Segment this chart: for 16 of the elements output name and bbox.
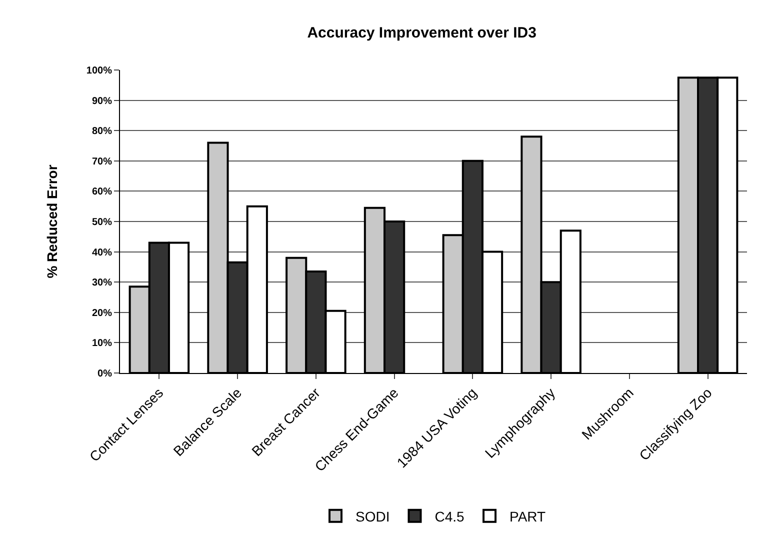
- y-tick-label: 80%: [92, 126, 112, 138]
- y-axis-title: % Reduced Error: [44, 164, 60, 278]
- y-tick-label: 10%: [92, 338, 112, 350]
- y-tick-label: 100%: [86, 66, 112, 76]
- y-tick-label: 50%: [92, 217, 112, 228]
- y-tick-label: 20%: [92, 308, 112, 319]
- chart-title: Accuracy Improvement over ID3: [307, 24, 536, 42]
- y-tick-label: 30%: [92, 278, 112, 289]
- y-tick-label: 90%: [92, 96, 112, 107]
- y-tick-label: 0%: [98, 368, 112, 380]
- legend-label: C4.5: [434, 508, 465, 524]
- legend-label: PART: [510, 508, 546, 524]
- y-tick-label: 70%: [92, 156, 112, 168]
- legend-label: SODI: [356, 508, 390, 524]
- y-tick-label: 40%: [92, 247, 112, 258]
- y-tick-label: 60%: [92, 186, 112, 198]
